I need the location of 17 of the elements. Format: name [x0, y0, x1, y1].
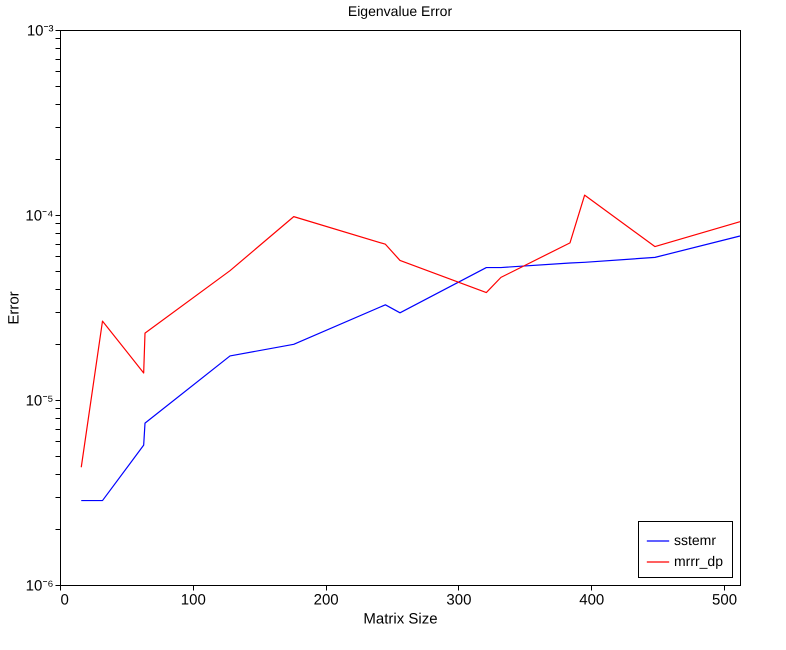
- y-axis-title: Error: [5, 291, 22, 325]
- line-series: [80, 235, 741, 502]
- y-tick-label: 10⁻⁴: [25, 208, 54, 224]
- line-series: [80, 194, 741, 468]
- legend-label: mrrr_dp: [674, 553, 724, 569]
- x-tick-label: 300: [446, 592, 472, 608]
- x-tick-label: 200: [314, 592, 339, 608]
- legend-label: sstemr: [674, 532, 716, 548]
- chart-title: Eigenvalue Error: [348, 3, 452, 19]
- y-tick-label: 10⁻⁶: [26, 578, 54, 594]
- y-tick-label: 10⁻⁵: [26, 392, 54, 410]
- x-tick-label: 100: [180, 592, 206, 608]
- x-tick-label: 0: [60, 592, 69, 608]
- x-tick-label: 400: [579, 592, 604, 608]
- y-tick-label: 10⁻³: [26, 22, 54, 40]
- x-axis-title: Matrix Size: [363, 610, 438, 628]
- x-tick-label: 500: [712, 592, 738, 608]
